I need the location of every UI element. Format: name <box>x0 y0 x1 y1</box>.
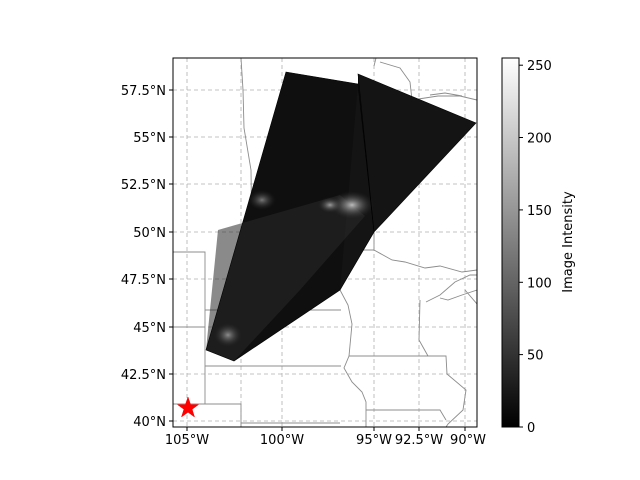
lon-tick-label: 90°W <box>450 433 486 448</box>
colorbar-tick-label: 0 <box>527 421 535 436</box>
longitude-axis: 105°W 100°W 95°W 92.5°W 90°W <box>165 427 486 448</box>
latitude-axis: 57.5°N 55°N 52.5°N 50°N 47.5°N 45°N 42.5… <box>121 84 173 430</box>
colorbar-tick-label: 150 <box>527 204 552 219</box>
colorbar-tick-label: 100 <box>527 276 552 291</box>
lat-tick-label: 55°N <box>133 131 166 146</box>
lon-tick-label: 105°W <box>165 433 209 448</box>
lon-tick-label: 95°W <box>356 433 392 448</box>
colorbar-tick-label: 50 <box>527 349 544 364</box>
lat-tick-label: 47.5°N <box>121 273 166 288</box>
lat-tick-label: 57.5°N <box>121 84 166 99</box>
lon-tick-label: 100°W <box>260 433 304 448</box>
lat-tick-label: 42.5°N <box>121 368 166 383</box>
lat-tick-label: 40°N <box>133 415 166 430</box>
radar-swath <box>205 71 477 362</box>
lon-tick-label: 92.5°W <box>395 433 443 448</box>
colorbar-tick-label: 250 <box>527 59 552 74</box>
star-marker-icon <box>176 396 200 418</box>
map-frame <box>172 57 478 428</box>
lat-tick-label: 50°N <box>133 226 166 241</box>
colorbar: 0 50 100 150 200 250 Image Intensity <box>501 57 576 436</box>
colorbar-tick-label: 200 <box>527 132 552 147</box>
lat-tick-label: 45°N <box>133 321 166 336</box>
map-panel <box>173 58 477 427</box>
colorbar-label: Image Intensity <box>561 191 576 293</box>
colorbar-gradient <box>501 57 520 428</box>
lat-tick-label: 52.5°N <box>121 178 166 193</box>
